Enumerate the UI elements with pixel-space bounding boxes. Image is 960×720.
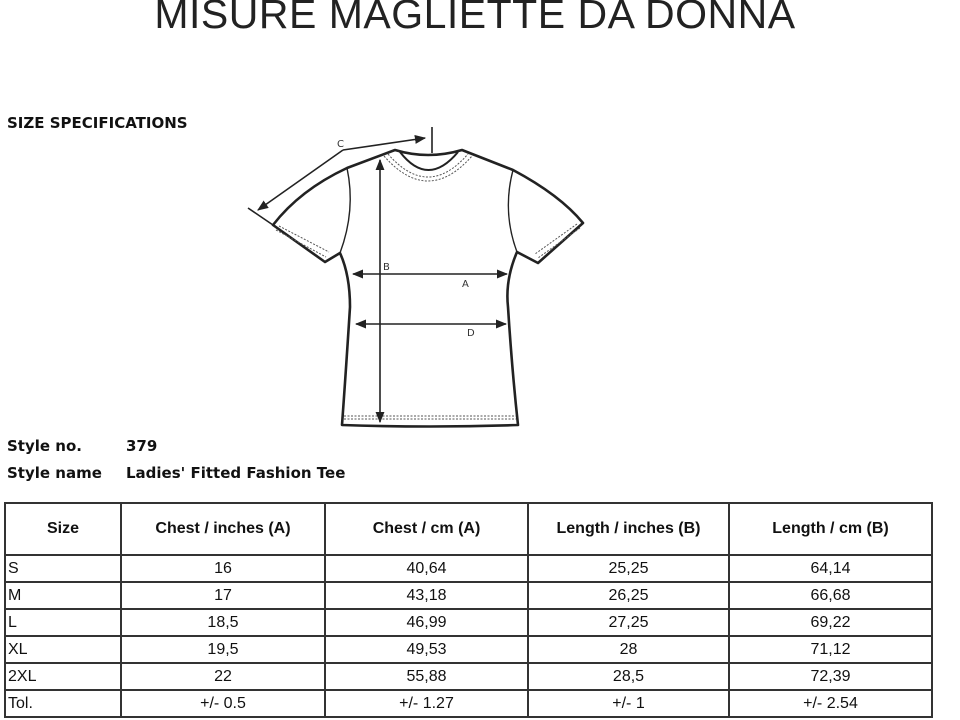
value-cell: 71,12 [728,635,933,664]
value-cell: 22 [120,662,326,691]
table-row: M 17 43,18 26,25 66,68 [4,581,933,610]
value-cell: 66,68 [728,581,933,610]
label-b: B [383,262,390,273]
header-chest-cm: Chest / cm (A) [324,502,529,556]
value-cell: 40,64 [324,554,529,583]
value-cell: +/- 2.54 [728,689,933,718]
header-length-cm: Length / cm (B) [728,502,933,556]
value-cell: 55,88 [324,662,529,691]
label-d: D [467,328,475,339]
table-row: L 18,5 46,99 27,25 69,22 [4,608,933,637]
value-cell: +/- 1.27 [324,689,529,718]
size-cell: L [4,608,122,637]
table-row: Tol. +/- 0.5 +/- 1.27 +/- 1 +/- 2.54 [4,689,933,718]
style-number-label: Style no. [7,437,82,455]
page-title: MISURE MAGLIETTE DA DONNA [154,0,796,37]
value-cell: 17 [120,581,326,610]
value-cell: 64,14 [728,554,933,583]
label-a: A [462,279,469,290]
value-cell: 46,99 [324,608,529,637]
size-cell: XL [4,635,122,664]
value-cell: 49,53 [324,635,529,664]
label-c: C [337,139,344,150]
style-name-label: Style name [7,464,102,482]
section-heading: SIZE SPECIFICATIONS [7,114,188,132]
size-cell: S [4,554,122,583]
value-cell: 27,25 [527,608,730,637]
value-cell: 43,18 [324,581,529,610]
value-cell: 28,5 [527,662,730,691]
table-row: XL 19,5 49,53 28 71,12 [4,635,933,664]
header-chest-inches: Chest / inches (A) [120,502,326,556]
value-cell: 28 [527,635,730,664]
header-size: Size [4,502,122,556]
value-cell: 69,22 [728,608,933,637]
value-cell: +/- 0.5 [120,689,326,718]
measure-arrows [247,127,509,424]
table-row: 2XL 22 55,88 28,5 72,39 [4,662,933,691]
size-cell: 2XL [4,662,122,691]
value-cell: 19,5 [120,635,326,664]
size-cell: M [4,581,122,610]
value-cell: 72,39 [728,662,933,691]
value-cell: 16 [120,554,326,583]
size-table: Size Chest / inches (A) Chest / cm (A) L… [4,502,933,718]
style-number-value: 379 [126,437,158,455]
value-cell: 18,5 [120,608,326,637]
header-length-inches: Length / inches (B) [527,502,730,556]
size-cell: Tol. [4,689,122,718]
tshirt-outline [271,148,585,428]
value-cell: +/- 1 [527,689,730,718]
value-cell: 25,25 [527,554,730,583]
table-header-row: Size Chest / inches (A) Chest / cm (A) L… [4,502,933,556]
table-row: S 16 40,64 25,25 64,14 [4,554,933,583]
value-cell: 26,25 [527,581,730,610]
style-name-value: Ladies' Fitted Fashion Tee [126,464,346,482]
